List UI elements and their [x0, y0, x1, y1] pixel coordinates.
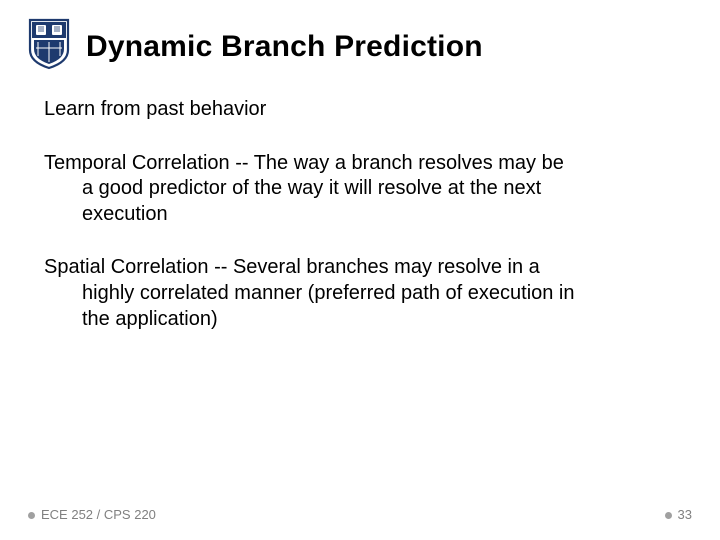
page-number: 33 — [678, 507, 692, 522]
p3-line1: Spatial Correlation -- Several branches … — [44, 256, 540, 278]
bullet-icon — [28, 512, 35, 519]
footer-left: ECE 252 / CPS 220 — [28, 507, 156, 522]
p2-line3: execution — [44, 202, 676, 228]
slide-body: Learn from past behavior Temporal Correl… — [0, 75, 720, 332]
paragraph-2: Temporal Correlation -- The way a branch… — [44, 151, 676, 228]
slide-footer: ECE 252 / CPS 220 33 — [0, 507, 720, 522]
p1-text: Learn from past behavior — [44, 98, 266, 120]
p3-line3: the application) — [44, 307, 676, 333]
slide-title: Dynamic Branch Prediction — [86, 30, 483, 64]
paragraph-1: Learn from past behavior — [44, 97, 676, 123]
p2-line1: Temporal Correlation -- The way a branch… — [44, 152, 564, 174]
course-code: ECE 252 / CPS 220 — [41, 507, 156, 522]
p3-line2: highly correlated manner (preferred path… — [44, 281, 676, 307]
footer-right: 33 — [665, 507, 692, 522]
university-shield-icon — [28, 18, 70, 75]
p2-line2: a good predictor of the way it will reso… — [44, 176, 676, 202]
bullet-icon — [665, 512, 672, 519]
paragraph-3: Spatial Correlation -- Several branches … — [44, 255, 676, 332]
